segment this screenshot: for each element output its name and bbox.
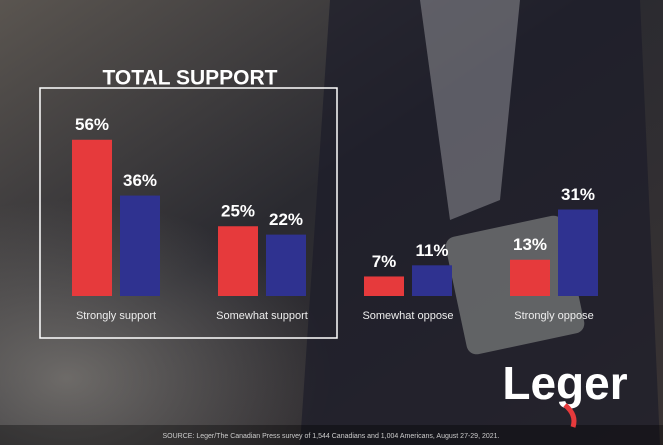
highlight-box [39, 87, 338, 339]
value-label: 13% [513, 235, 547, 254]
bar [72, 139, 112, 296]
logo-accent [563, 403, 577, 428]
source-note: SOURCE: Leger/The Canadian Press survey … [163, 433, 500, 440]
category-label: Strongly oppose [514, 310, 594, 322]
value-label: 56% [75, 115, 109, 134]
bar [558, 209, 598, 296]
category-label: Somewhat support [216, 310, 308, 322]
value-label: 7% [372, 252, 397, 271]
value-label: 11% [415, 241, 448, 260]
bar [120, 195, 160, 296]
value-label: 22% [269, 210, 303, 229]
category-label: Strongly support [76, 310, 156, 322]
chart-title: TOTAL SUPPORT [102, 67, 277, 90]
bar [510, 259, 550, 296]
bar [266, 234, 306, 296]
bar [412, 265, 452, 296]
value-label: 25% [221, 202, 255, 221]
logo: Leger [502, 357, 627, 409]
bar [364, 276, 404, 296]
photo-suit [300, 0, 660, 445]
footer-band [0, 425, 663, 445]
photo-shirt [420, 0, 520, 220]
value-label: 36% [123, 171, 157, 190]
value-label: 31% [561, 185, 595, 204]
bar [218, 226, 258, 296]
category-label: Somewhat oppose [362, 310, 453, 322]
